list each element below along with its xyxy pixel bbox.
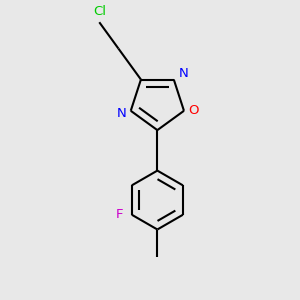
Text: O: O: [188, 104, 199, 117]
Text: N: N: [116, 107, 126, 120]
Text: Cl: Cl: [93, 5, 106, 18]
Text: N: N: [178, 67, 188, 80]
Text: F: F: [116, 208, 123, 221]
